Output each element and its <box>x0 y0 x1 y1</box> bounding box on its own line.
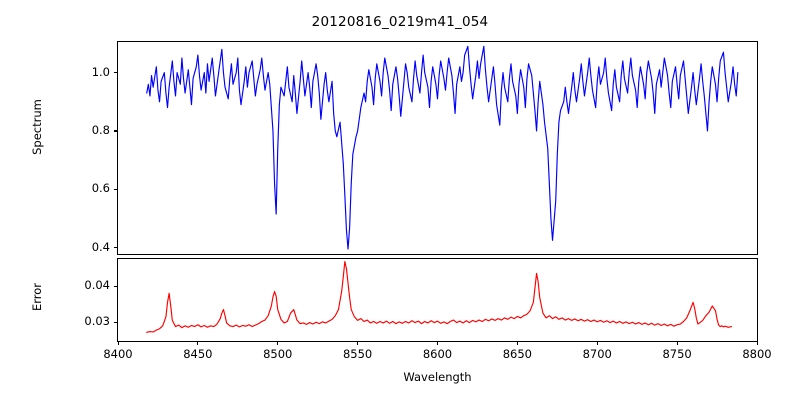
x-tick-label: 8450 <box>183 347 213 361</box>
y-tick-mark <box>113 130 117 132</box>
y-tick-label: 0.03 <box>84 314 110 329</box>
x-tick-mark <box>277 341 279 345</box>
x-axis-label: Wavelength <box>403 370 472 384</box>
y-tick-label: 0.04 <box>84 278 110 293</box>
x-tick-mark <box>357 341 359 345</box>
y-tick-mark <box>113 72 117 74</box>
page-title: 20120816_0219m41_054 <box>311 14 489 30</box>
x-tick-mark <box>117 341 119 345</box>
y-tick-label: 0.8 <box>91 122 110 137</box>
y-tick-label: 1.0 <box>91 64 110 79</box>
x-tick-label: 8500 <box>263 347 293 361</box>
y-tick-mark <box>113 188 117 190</box>
x-tick-mark <box>596 341 598 345</box>
x-tick-mark <box>197 341 199 345</box>
x-tick-label: 8650 <box>502 347 533 361</box>
y-tick-label: 0.4 <box>91 239 110 254</box>
y-tick-label: 0.6 <box>91 181 110 196</box>
y-tick-mark <box>113 321 117 323</box>
x-tick-mark <box>756 341 758 345</box>
x-tick-label: 8400 <box>103 347 133 361</box>
error-y-axis-label: Error <box>30 282 44 312</box>
spectrum-series-line <box>146 45 739 250</box>
error-series-line <box>146 260 733 333</box>
x-tick-label: 8750 <box>662 347 692 361</box>
x-tick-label: 8800 <box>742 347 772 361</box>
y-tick-mark <box>113 285 117 287</box>
x-tick-mark <box>516 341 518 345</box>
y-tick-mark <box>113 247 117 249</box>
error-plot-area <box>117 258 758 342</box>
x-tick-label: 8700 <box>582 347 612 361</box>
spectrum-y-axis-label: Spectrum <box>30 99 44 155</box>
spectrum-plot-area <box>117 41 758 255</box>
x-tick-label: 8550 <box>342 347 373 361</box>
x-tick-mark <box>676 341 678 345</box>
x-tick-label: 8600 <box>422 347 453 361</box>
x-tick-mark <box>437 341 439 345</box>
